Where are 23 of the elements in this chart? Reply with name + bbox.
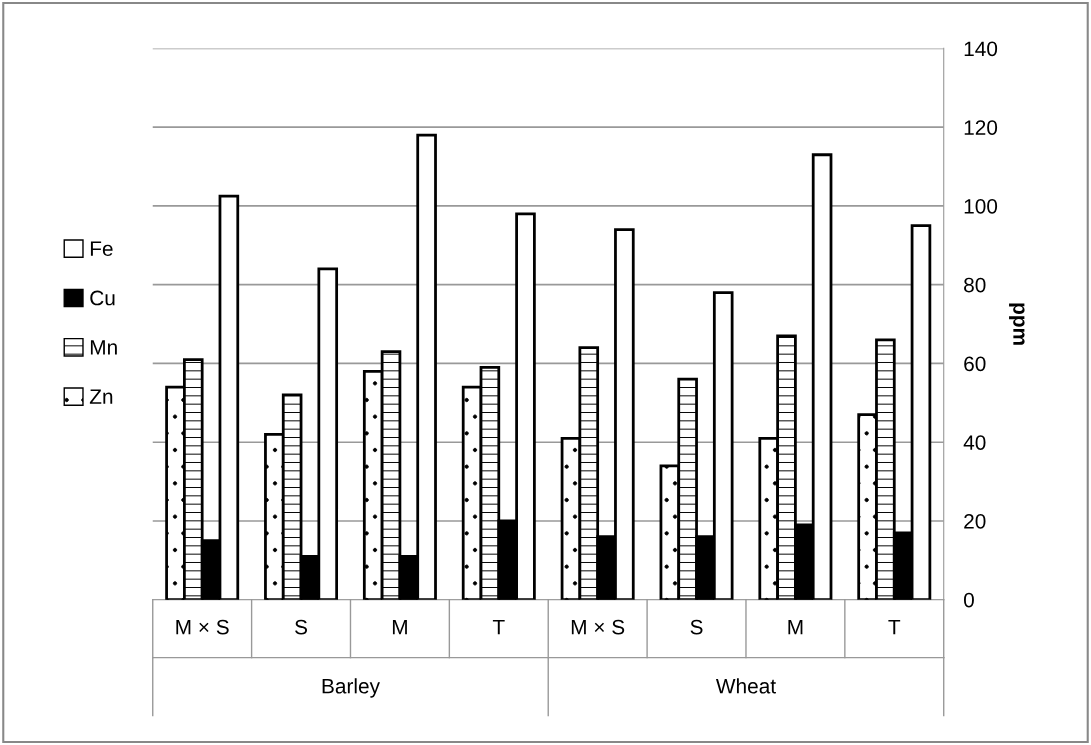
x-tick-label: M (392, 619, 407, 635)
legend-label: Mn (90, 340, 117, 355)
x-tick-label: T (888, 619, 901, 635)
x-tick-label: M × S (571, 619, 625, 635)
legend-label: Zn (89, 389, 113, 404)
x-tick-label: M (788, 619, 803, 635)
y-axis-title: ppm (1009, 303, 1025, 345)
y-tick-label: 60 (964, 356, 986, 372)
y-tick-label: 120 (964, 120, 998, 135)
text: Barley (322, 678, 380, 698)
y-tick-label: 140 (964, 41, 998, 57)
y-tick-label: 20 (964, 513, 986, 529)
y-tick-label: 40 (963, 435, 986, 450)
y-tick-label: 0 (963, 592, 974, 608)
y-tick-label: 100 (964, 198, 998, 214)
y-tick-label: 80 (964, 277, 986, 293)
x-tick-label: S (295, 619, 308, 635)
x-tick-label: S (690, 619, 703, 635)
legend-label: Fe (90, 241, 113, 257)
text: Wheat (715, 678, 776, 694)
x-tick-label: M × S (176, 619, 229, 635)
legend-label: Cu (90, 290, 115, 306)
x-tick-label: T (492, 619, 505, 635)
